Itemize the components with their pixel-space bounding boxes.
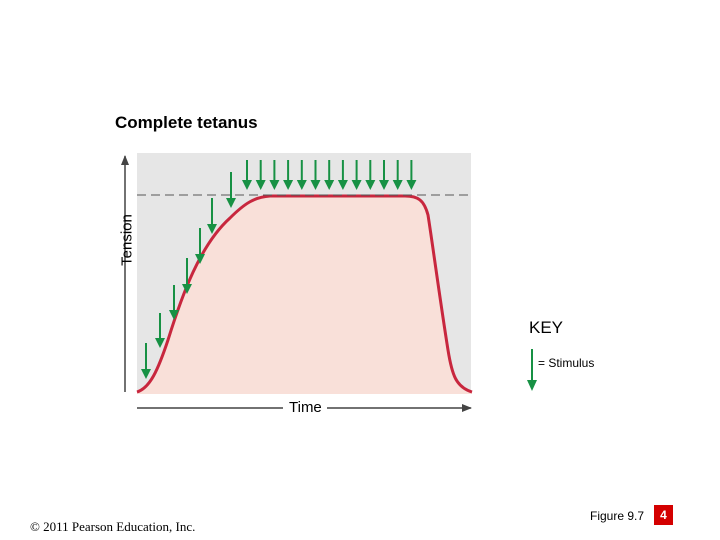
stimulus-arrow-icon	[182, 258, 192, 294]
stimulus-arrows	[141, 160, 417, 379]
stimulus-arrow-icon	[155, 313, 165, 348]
key-title: KEY	[529, 318, 564, 337]
y-axis-label: Tension	[118, 214, 136, 266]
stimulus-arrow-icon	[255, 160, 266, 190]
stimulus-arrow-icon	[324, 160, 335, 190]
key-stimulus-arrow-icon	[527, 349, 537, 391]
stimulus-arrow-icon	[406, 160, 417, 190]
stimulus-arrow-icon	[269, 160, 280, 190]
stimulus-arrow-icon	[141, 343, 151, 379]
stimulus-arrow-icon	[195, 228, 205, 264]
stimulus-arrow-icon	[296, 160, 307, 190]
stimulus-arrow-icon	[169, 285, 179, 320]
stimulus-arrow-icon	[226, 172, 236, 208]
key-stimulus-label: = Stimulus	[538, 356, 595, 370]
stimulus-arrow-icon	[283, 160, 294, 190]
x-axis-label: Time	[286, 399, 325, 416]
tension-curve	[136, 194, 473, 394]
page-number-badge: 4	[654, 505, 673, 525]
stimulus-arrow-icon	[379, 160, 389, 190]
stimulus-arrow-icon	[242, 160, 252, 190]
stimulus-arrow-icon	[392, 160, 403, 190]
figure-number: Figure 9.7	[590, 509, 645, 523]
stimulus-arrow-icon	[351, 160, 362, 190]
stimulus-arrow-icon	[337, 160, 348, 190]
copyright-notice: © 2011 Pearson Education, Inc.	[30, 519, 196, 534]
stimulus-arrow-icon	[365, 160, 376, 190]
tension-curve-fill	[137, 196, 472, 394]
stimulus-arrow-icon	[310, 160, 321, 190]
stimulus-arrow-icon	[207, 198, 217, 234]
diagram-title: Complete tetanus	[115, 113, 258, 132]
